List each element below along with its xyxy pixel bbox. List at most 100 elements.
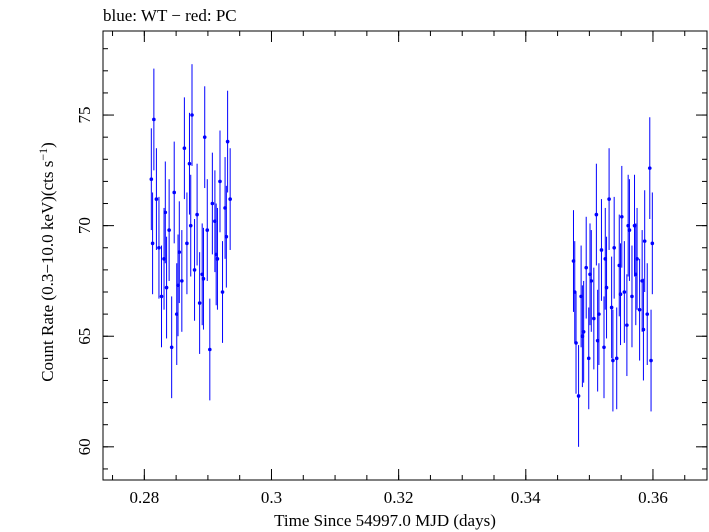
data-point [586, 307, 591, 410]
point-marker [614, 356, 619, 361]
data-point [650, 192, 655, 295]
point-marker [599, 248, 604, 252]
data-point [201, 227, 206, 330]
point-marker [195, 212, 199, 217]
data-point [185, 192, 189, 295]
axis-tick-labels: 0.28 0.3 0.32 0.34 0.36 60 65 70 75 [75, 107, 668, 507]
point-marker [650, 241, 655, 246]
data-point [180, 230, 184, 332]
y-tick-label: 70 [75, 217, 94, 234]
point-marker [210, 201, 215, 206]
data-point [195, 163, 199, 266]
point-marker [572, 290, 577, 294]
data-point [630, 245, 634, 348]
point-marker [576, 394, 581, 398]
point-marker [214, 252, 218, 257]
data-point [626, 174, 630, 277]
point-marker [164, 285, 169, 290]
data-points [149, 64, 655, 447]
point-marker [187, 161, 192, 166]
y-tick-label: 60 [75, 438, 94, 455]
point-marker [637, 307, 642, 312]
data-point [208, 298, 212, 401]
point-marker [185, 241, 189, 246]
point-marker [580, 334, 585, 339]
data-point [167, 179, 171, 281]
data-point [637, 258, 642, 361]
data-point [609, 256, 614, 359]
data-point [152, 68, 156, 171]
point-marker [603, 257, 608, 261]
data-point [625, 274, 629, 377]
data-point [182, 97, 187, 200]
data-point [618, 243, 623, 346]
axis-ticks [103, 31, 707, 480]
point-marker [224, 234, 229, 239]
point-marker [584, 265, 588, 270]
point-marker [618, 292, 623, 297]
data-point [172, 141, 177, 244]
point-marker [188, 223, 193, 228]
data-point [149, 128, 154, 231]
point-marker [192, 268, 197, 272]
data-point [164, 236, 169, 339]
data-point [176, 234, 180, 337]
data-point [214, 203, 218, 306]
point-marker [228, 197, 232, 201]
point-marker [208, 347, 212, 352]
point-marker [176, 283, 180, 288]
point-marker [172, 190, 177, 195]
data-point [580, 285, 585, 388]
point-marker [611, 358, 615, 363]
y-axis-label: Count Rate (0.3−10.0 keV)(cts s−1) [36, 142, 57, 382]
data-point [602, 296, 606, 399]
x-tick-label: 0.32 [384, 488, 414, 507]
data-point [622, 241, 627, 343]
data-point [572, 241, 577, 343]
data-point [202, 86, 207, 189]
data-point [584, 216, 588, 319]
data-point [611, 309, 615, 412]
data-point [576, 345, 581, 447]
chart-title: blue: WT − red: PC [103, 6, 237, 25]
point-marker [622, 290, 627, 294]
point-marker [592, 316, 596, 321]
data-point [218, 130, 222, 233]
y-tick-label: 65 [75, 328, 94, 345]
data-point [159, 245, 164, 348]
point-marker [150, 241, 155, 246]
point-marker [205, 228, 210, 232]
x-tick-label: 0.3 [261, 488, 282, 507]
data-point [633, 223, 638, 326]
data-point [641, 278, 646, 381]
data-point [224, 185, 229, 288]
x-tick-label: 0.36 [638, 488, 668, 507]
x-tick-label: 0.34 [511, 488, 541, 507]
point-marker [588, 272, 592, 277]
data-point [595, 289, 600, 392]
point-marker [642, 239, 647, 243]
point-marker [182, 146, 187, 151]
point-marker [641, 327, 646, 332]
data-point [607, 148, 611, 250]
point-marker [169, 345, 174, 350]
point-marker [154, 197, 159, 201]
point-marker [630, 294, 634, 299]
point-marker [647, 166, 652, 170]
point-marker [201, 276, 206, 281]
data-point [192, 219, 197, 321]
y-axis-label-close: ) [38, 142, 57, 148]
point-marker [163, 210, 168, 215]
data-point [225, 90, 230, 193]
data-point [603, 207, 608, 310]
point-marker [594, 212, 599, 217]
data-point [190, 64, 194, 166]
data-point [642, 190, 647, 292]
point-marker [152, 117, 156, 122]
point-marker [190, 113, 194, 117]
point-marker [602, 345, 606, 350]
data-point [620, 165, 624, 268]
point-marker [218, 179, 222, 184]
data-point [228, 148, 232, 250]
y-tick-label: 75 [75, 107, 94, 124]
